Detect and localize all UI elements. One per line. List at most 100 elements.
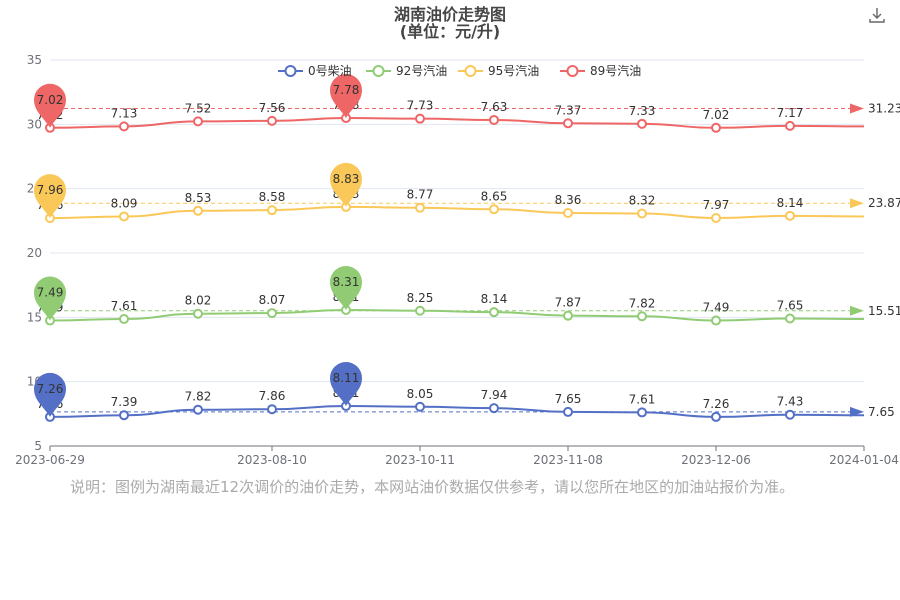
series-2: 23.87 7.96 8.09 8.53 8.58 8.83 8.77 8.65 8.36 8.3…	[34, 162, 900, 224]
min-marker-pin	[34, 83, 66, 128]
y-tick-label: 20	[27, 246, 42, 260]
data-point[interactable]	[267, 115, 277, 126]
data-point[interactable]	[193, 404, 203, 415]
data-point[interactable]	[563, 207, 573, 218]
data-point[interactable]	[489, 307, 499, 318]
data-point[interactable]	[415, 113, 425, 124]
series-line	[49, 404, 865, 418]
x-tick-label: 2023-06-29	[15, 453, 85, 467]
data-point[interactable]	[711, 411, 721, 422]
max-marker-label: 8.11	[333, 371, 360, 385]
data-label: 7.65	[777, 298, 804, 312]
data-label: 7.86	[259, 389, 286, 403]
legend-label: 89号汽油	[590, 63, 641, 78]
data-point[interactable]	[193, 308, 203, 319]
data-point[interactable]	[563, 406, 573, 417]
data-label: 7.82	[629, 296, 656, 310]
min-marker-pin	[34, 174, 66, 219]
legend-item-1[interactable]: 92号汽油	[366, 63, 447, 78]
data-point[interactable]	[489, 403, 499, 414]
data-point[interactable]	[637, 118, 647, 129]
min-marker-label: 7.02	[37, 93, 64, 107]
data-point[interactable]	[785, 210, 795, 221]
data-point[interactable]	[711, 315, 721, 326]
data-label: 8.14	[481, 292, 508, 306]
max-marker-pin	[330, 74, 362, 119]
average-label: 31.23	[868, 102, 900, 116]
data-point[interactable]	[267, 205, 277, 216]
data-label: 7.13	[111, 106, 138, 120]
min-marker-label: 7.49	[37, 286, 64, 300]
data-point[interactable]	[415, 305, 425, 316]
data-label: 7.49	[703, 301, 730, 315]
data-label: 8.36	[555, 193, 582, 207]
data-label: 8.14	[777, 196, 804, 210]
legend-item-0[interactable]: 0号柴油	[278, 64, 352, 78]
legend-label: 95号汽油	[488, 63, 539, 78]
max-marker-label: 7.78	[333, 83, 360, 97]
data-label: 7.52	[185, 101, 212, 115]
data-point[interactable]	[489, 114, 499, 125]
data-point[interactable]	[415, 202, 425, 213]
data-label: 7.43	[777, 395, 804, 409]
axes: 51015202530352023-06-292023-08-102023-10…	[15, 53, 899, 467]
legend-item-2[interactable]: 95号汽油	[458, 63, 539, 78]
legend-label: 92号汽油	[396, 63, 447, 78]
data-point[interactable]	[193, 116, 203, 127]
legend[interactable]: 0号柴油 92号汽油 95号汽油 89号汽油	[278, 63, 641, 78]
data-point[interactable]	[711, 213, 721, 224]
data-point[interactable]	[119, 410, 129, 421]
data-point[interactable]	[785, 313, 795, 324]
data-label: 7.61	[629, 392, 656, 406]
legend-label: 0号柴油	[308, 64, 352, 78]
max-marker-label: 8.31	[333, 275, 360, 289]
legend-swatch-dot	[464, 65, 477, 77]
min-marker-label: 7.96	[37, 183, 64, 197]
data-point[interactable]	[711, 122, 721, 133]
data-point[interactable]	[267, 308, 277, 319]
data-point[interactable]	[415, 401, 425, 412]
data-point[interactable]	[637, 208, 647, 219]
data-label: 8.53	[185, 191, 212, 205]
average-arrow	[850, 406, 864, 417]
data-label: 8.77	[407, 188, 434, 202]
data-point[interactable]	[637, 407, 647, 418]
x-tick-label: 2023-12-06	[681, 453, 751, 467]
average-arrow	[850, 198, 864, 209]
data-point[interactable]	[193, 205, 203, 216]
y-tick-label: 5	[34, 439, 42, 453]
data-point[interactable]	[119, 314, 129, 325]
x-tick-label: 2024-01-04	[829, 453, 899, 467]
y-tick-label: 35	[27, 53, 42, 67]
data-point[interactable]	[785, 120, 795, 131]
data-label: 7.63	[481, 100, 508, 114]
data-point[interactable]	[267, 404, 277, 415]
data-label: 7.33	[629, 104, 656, 118]
data-label: 8.02	[185, 294, 212, 308]
data-point[interactable]	[563, 310, 573, 321]
data-point[interactable]	[637, 311, 647, 322]
data-point[interactable]	[489, 204, 499, 215]
min-marker-label: 7.26	[37, 382, 64, 396]
data-label: 8.09	[111, 196, 138, 210]
download-icon[interactable]	[868, 6, 886, 24]
data-point[interactable]	[119, 121, 129, 132]
data-label: 7.61	[111, 299, 138, 313]
data-label: 7.02	[703, 108, 730, 122]
data-label: 7.56	[259, 101, 286, 115]
data-label: 7.26	[703, 397, 730, 411]
data-label: 7.65	[555, 392, 582, 406]
legend-item-3[interactable]: 89号汽油	[560, 63, 641, 78]
footnote: 说明：图例为湖南最近12次调价的油价走势，本网站油价数据仅供参考，请以您所在地区…	[70, 478, 795, 496]
data-point[interactable]	[785, 409, 795, 420]
min-marker-pin	[34, 276, 66, 321]
data-point[interactable]	[119, 211, 129, 222]
legend-swatch-dot	[566, 65, 579, 77]
data-label: 7.82	[185, 390, 212, 404]
average-arrow	[850, 305, 864, 316]
legend-swatch-dot	[372, 65, 385, 77]
data-point[interactable]	[563, 118, 573, 129]
grid-lines	[50, 59, 864, 383]
series-line	[49, 117, 865, 129]
max-marker-pin	[330, 162, 362, 207]
